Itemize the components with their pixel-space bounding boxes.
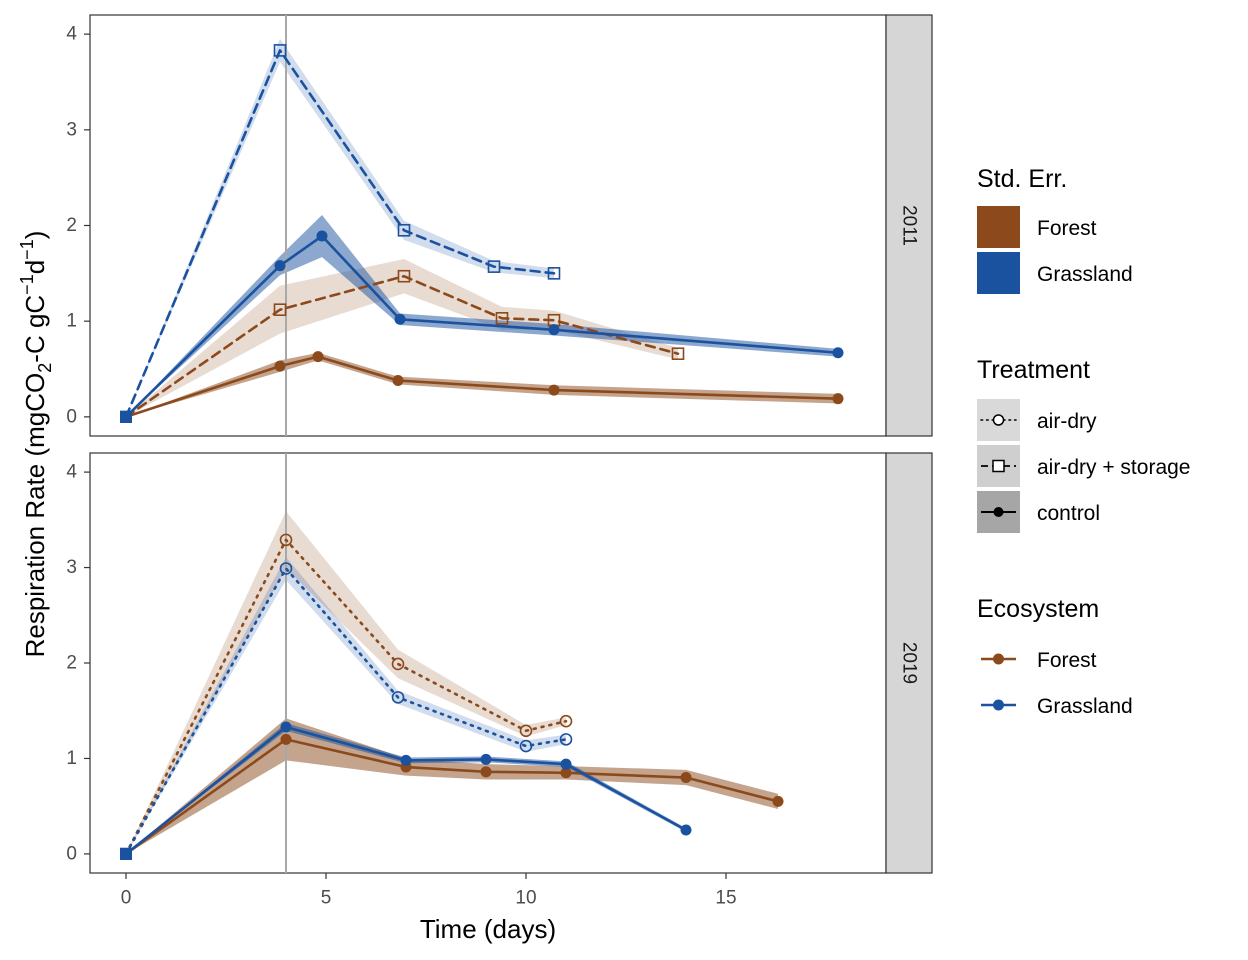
panel-2019-y-tick-label-1: 1 [66, 748, 77, 769]
panel-2011-forest-air-dry-storage-point-2 [397, 269, 411, 283]
panel-2019-grassland-air-dry-point-3 [519, 739, 533, 753]
legend-ecosystem: Ecosystem Forest Grassland [977, 595, 1133, 718]
panel-2011-grassland-air-dry-storage-point-1 [273, 44, 287, 57]
panel-2019-forest-air-dry-point-2 [391, 657, 405, 671]
legend-treatment-label-air-dry-storage: air-dry + storage [1037, 456, 1190, 479]
panel-2011-forest-control-point-4 [548, 384, 560, 396]
panel-2011-forest-air-dry-storage-point-1 [273, 303, 287, 317]
panel-2019-grassland-air-dry-point-0 [120, 847, 132, 860]
panel-2019-forest-control-point-1 [280, 733, 292, 745]
panel-2019-grassland-air-dry-line [124, 567, 568, 856]
panel-2011-y-tick-label-1: 1 [66, 311, 77, 332]
panel-2019-forest-air-dry-point-1 [279, 533, 293, 547]
panel-2019-border [89, 452, 887, 874]
legend-std-err: Std. Err. Forest Grassland [977, 165, 1133, 294]
panel-2011-grassland-control-point-5 [832, 347, 844, 359]
panel-2019-grassland-air-dry-point-1 [279, 562, 293, 575]
panel-2011-ribbon-forest-air-dry-storage [126, 258, 678, 417]
panel-2011-forest-control-line [124, 355, 840, 419]
legend-std-err-key-forest [977, 206, 1020, 248]
panel-2019-y-tick-label-0: 0 [66, 843, 77, 864]
panel-2011-forest-air-dry-storage-line [124, 274, 680, 419]
y-axis-title: Respiration Rate (mgCO2-C gC−1d−1) [17, 231, 55, 658]
panel-2011-forest-air-dry-storage-point-3 [495, 312, 509, 325]
legend-std-err-label-forest: Forest [1037, 217, 1097, 240]
legend-treatment-key-air-dry-storage [977, 445, 1020, 487]
panel-2011-forest-control-point-3 [392, 375, 404, 387]
panel-2019-forest-air-dry-line [124, 538, 568, 856]
panel-2011-y-tick-label-0: 0 [66, 406, 77, 427]
legend-std-err-label-grassland: Grassland [1037, 263, 1133, 286]
panel-2019-y-tick-label-2: 2 [66, 653, 77, 674]
legend-std-err-title: Std. Err. [977, 165, 1067, 193]
panel-2019-y-tick-label-3: 3 [66, 557, 77, 578]
panel-2019-ribbon-forest-control [126, 718, 778, 854]
x-tick-label-15: 15 [715, 888, 736, 909]
panel-2019-grassland-control-point-3 [480, 753, 492, 765]
legend-treatment: Treatment air-dry air-dry + storage cont… [977, 356, 1190, 533]
panel-2019-forest-air-dry-point-4 [559, 714, 573, 728]
panel-2011-y-axis: 0 1 2 3 4 [66, 24, 90, 427]
panel-2019-grassland-control-point-4 [560, 758, 572, 770]
panel-2011-grassland-air-dry-storage-line [124, 49, 556, 419]
legend-ecosystem-label-grassland: Grassland [1037, 695, 1133, 718]
panel-2019-forest-control-point-4 [560, 767, 572, 779]
panel-2011-grassland-air-dry-storage-point-3 [487, 260, 501, 273]
panel-2011-border [89, 14, 887, 437]
panel-2011-y-tick-label-3: 3 [66, 119, 77, 140]
panel-2019: 2019 0 1 2 3 4 [66, 452, 933, 874]
panel-2011-forest-control-point-1 [274, 360, 286, 372]
panel-2019-forest-control-point-6 [772, 795, 784, 807]
legend-ecosystem-key-grassland [981, 699, 1016, 711]
panel-2019-forest-control-point-3 [480, 766, 492, 778]
panel-2011-grassland-control-point-4 [548, 324, 560, 336]
x-tick-label-5: 5 [321, 888, 332, 909]
panel-2019-grassland-control-point-2 [400, 754, 412, 766]
legend-treatment-key-control [977, 491, 1020, 533]
panel-2019-grassland-control-point-5 [680, 824, 692, 836]
panel-2019-grassland-air-dry-point-4 [559, 733, 573, 746]
panel-2019-grassland-air-dry-point-2 [391, 691, 405, 704]
legend-treatment-label-air-dry: air-dry [1037, 410, 1097, 433]
panel-2019-grassland-control-point-1 [280, 721, 292, 733]
x-tick-label-0: 0 [121, 888, 132, 909]
strip-2019 [885, 452, 933, 874]
strip-2011 [885, 14, 933, 437]
panel-2011-grassland-air-dry-storage-point-2 [397, 223, 411, 237]
panel-2011-forest-air-dry-storage-point-5 [671, 347, 685, 361]
panel-2019-grassland-control-line [124, 725, 688, 856]
legend-treatment-title: Treatment [977, 356, 1090, 384]
legend-treatment-label-control: control [1037, 502, 1100, 525]
panel-2011-y-tick-label-2: 2 [66, 215, 77, 236]
panel-2011-grassland-control-point-3 [394, 313, 406, 325]
panel-2011-y-tick-label-4: 4 [66, 24, 77, 45]
legend-ecosystem-label-forest: Forest [1037, 649, 1097, 672]
panel-2019-content [120, 453, 784, 873]
panel-2011-grassland-control-point-1 [274, 260, 286, 272]
x-axis: 0 5 10 15 [121, 873, 737, 909]
x-tick-label-10: 10 [515, 888, 536, 909]
panel-2019-forest-air-dry-point-3 [519, 724, 533, 738]
panel-2011-grassland-control-point-2 [316, 230, 328, 242]
panel-2019-forest-control-point-5 [680, 772, 692, 784]
panel-2019-y-tick-label-4: 4 [66, 462, 77, 483]
legend-ecosystem-key-forest [981, 653, 1016, 665]
panel-2011-grassland-control-line [124, 234, 840, 419]
panel-2011-forest-control-point-5 [832, 393, 844, 405]
panel-2019-y-axis: 0 1 2 3 4 [66, 462, 90, 864]
panel-2011-forest-control-point-2 [312, 351, 324, 363]
panel-2011-content [120, 15, 844, 436]
legend-ecosystem-title: Ecosystem [977, 595, 1099, 623]
legend-treatment-key-air-dry [977, 399, 1020, 441]
panel-2011-grassland-air-dry-storage-point-0 [120, 410, 132, 423]
panel-2011-grassland-air-dry-storage-point-4 [547, 267, 561, 280]
strip-2011-label: 2011 [899, 205, 920, 246]
x-axis-title: Time (days) [420, 914, 556, 944]
strip-2019-label: 2019 [899, 642, 920, 684]
legend-std-err-key-grassland [977, 252, 1020, 294]
panel-2011: 2011 0 1 2 3 4 [66, 14, 933, 437]
